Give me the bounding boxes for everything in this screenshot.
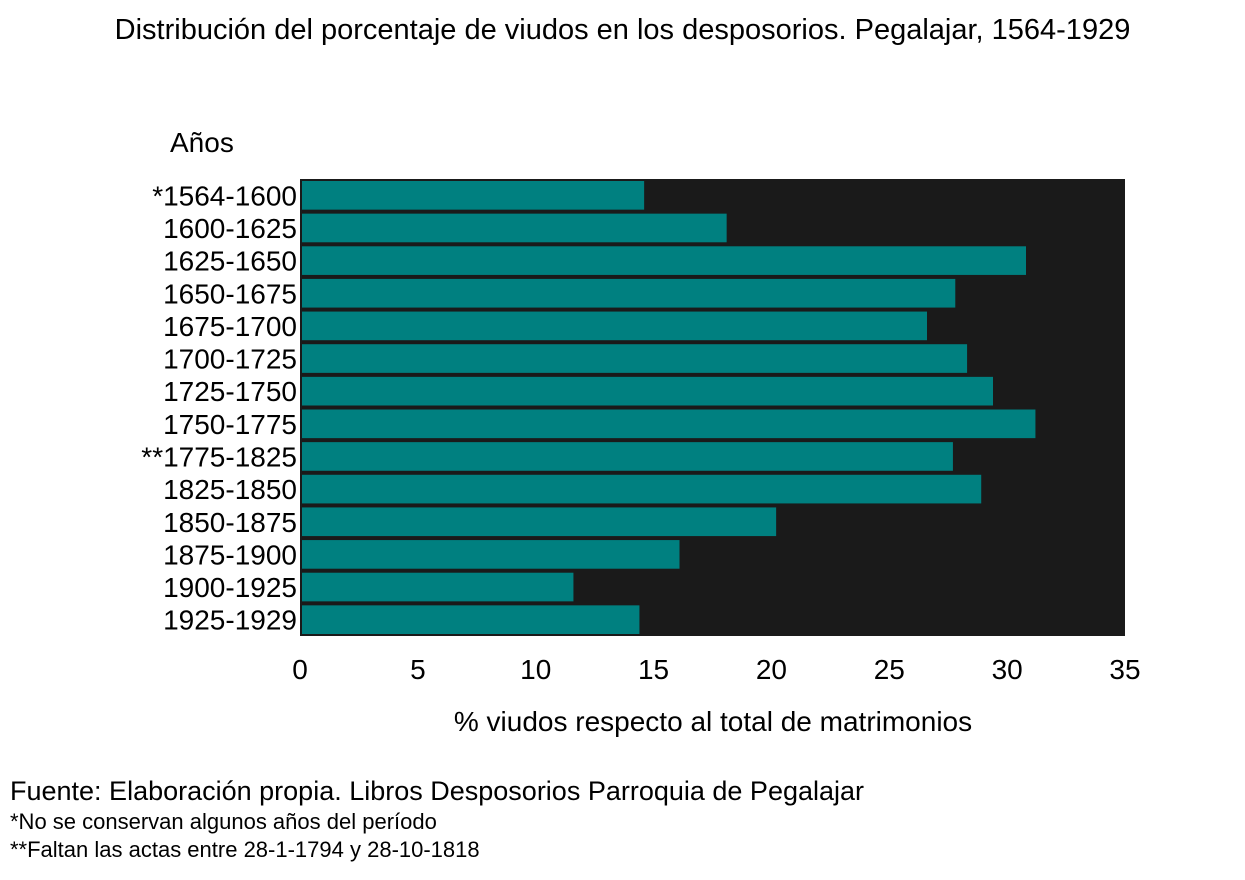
y-tick-label: 1700-1725	[163, 344, 297, 375]
source-note: Fuente: Elaboración propia. Libros Despo…	[10, 776, 865, 806]
chart-title: Distribución del porcentaje de viudos en…	[114, 14, 1131, 46]
x-tick-label: 15	[638, 654, 669, 685]
y-axis-label: Años	[170, 127, 234, 158]
y-tick-label: 1650-1675	[163, 278, 297, 309]
y-tick-label: 1750-1775	[163, 409, 297, 440]
bar	[302, 311, 927, 341]
y-tick-label: 1825-1850	[163, 474, 297, 505]
footnote-1: *No se conservan algunos años del períod…	[10, 809, 437, 834]
bar	[302, 376, 993, 406]
bar	[302, 278, 956, 308]
y-tick-label: *1564-1600	[152, 180, 297, 211]
y-tick-label: 1725-1750	[163, 376, 297, 407]
bar-chart: Años *1564-16001600-16251625-16501650-16…	[141, 127, 1140, 737]
y-tick-label: 1600-1625	[163, 213, 297, 244]
bar	[302, 181, 645, 210]
x-tick-label: 10	[520, 654, 551, 685]
x-tick-label: 30	[992, 654, 1023, 685]
bar	[302, 474, 982, 504]
footer-notes: Fuente: Elaboración propia. Libros Despo…	[10, 774, 864, 864]
x-axis-label: % viudos respecto al total de matrimonio…	[454, 706, 972, 737]
y-tick-label: **1775-1825	[141, 441, 297, 472]
bar	[302, 409, 1036, 439]
x-tick-label: 20	[756, 654, 787, 685]
y-tick-label: 1925-1929	[163, 605, 297, 636]
bar	[302, 540, 680, 569]
y-tick-label: 1625-1650	[163, 246, 297, 277]
bar	[302, 442, 953, 471]
bar	[302, 605, 640, 634]
bar	[302, 344, 968, 373]
bar	[302, 213, 727, 243]
x-tick-label: 25	[874, 654, 905, 685]
x-tick-label: 35	[1109, 654, 1140, 685]
footnote-2: **Faltan las actas entre 28-1-1794 y 28-…	[10, 837, 480, 862]
bar	[302, 572, 574, 602]
y-tick-label: 1850-1875	[163, 507, 297, 538]
x-tick-label: 0	[292, 654, 308, 685]
y-tick-label: 1875-1900	[163, 539, 297, 570]
y-tick-label: 1900-1925	[163, 572, 297, 603]
bar	[302, 246, 1026, 275]
bar	[302, 507, 777, 537]
y-tick-label: 1675-1700	[163, 311, 297, 342]
x-tick-label: 5	[410, 654, 426, 685]
